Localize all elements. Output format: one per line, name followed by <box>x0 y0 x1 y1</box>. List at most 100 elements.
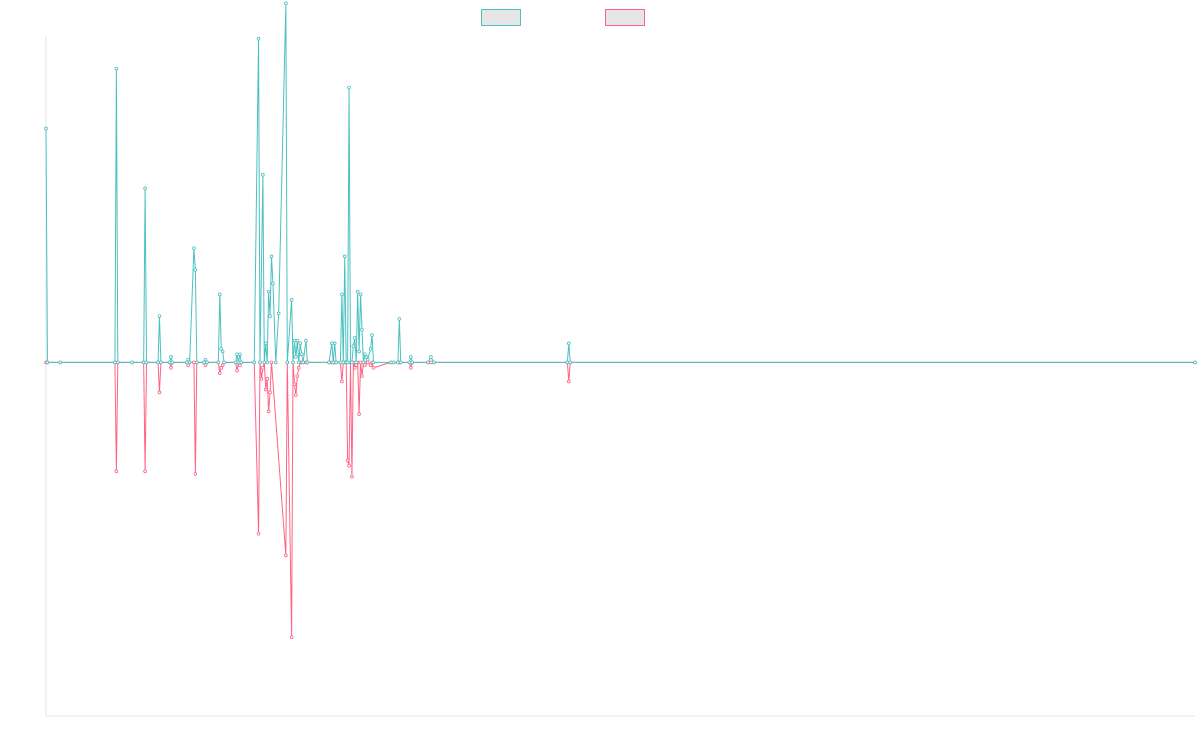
series-2-point <box>368 363 373 367</box>
series-1-point <box>186 357 190 362</box>
series-1-point <box>296 360 301 365</box>
series-2-point <box>566 379 571 384</box>
series-1-point <box>294 355 298 359</box>
series-1-point <box>340 292 344 297</box>
series-2-point <box>114 469 119 474</box>
series-1-point <box>397 317 402 321</box>
series-1-point <box>338 360 343 365</box>
series-1-point <box>347 85 351 90</box>
series-1-point <box>273 360 278 365</box>
series-1-point <box>360 327 364 332</box>
series-2-point <box>219 366 224 370</box>
series-1-point <box>45 360 50 365</box>
series-1-point <box>398 360 403 365</box>
series-1-point <box>368 346 373 351</box>
series-2-point <box>266 409 271 414</box>
series-1-point <box>334 360 338 365</box>
series-2-point <box>429 360 433 365</box>
series-1-point <box>157 314 162 318</box>
series-2-point <box>409 366 413 370</box>
series-1-point <box>261 172 265 177</box>
series-2-point <box>186 363 190 367</box>
series-2-point <box>296 366 301 370</box>
series-1-point <box>216 360 221 365</box>
series-1-point <box>298 341 303 346</box>
series-1-point <box>351 344 356 348</box>
series-2-point <box>357 412 361 416</box>
series-2-point <box>358 360 363 365</box>
series-1-point <box>431 360 436 365</box>
series-1-point <box>363 352 367 357</box>
series-1-point <box>354 360 359 365</box>
series-1-point <box>407 360 412 365</box>
series-2-point <box>292 382 297 386</box>
series-2-point <box>192 360 196 365</box>
series-1-point <box>156 360 160 365</box>
series-2-point <box>261 366 265 370</box>
series-1-point <box>192 246 196 250</box>
series-1-point <box>565 360 570 365</box>
series-1-point <box>203 357 208 362</box>
series-1-point <box>271 281 275 286</box>
series-1-point <box>409 355 413 359</box>
series-2-point <box>295 374 300 378</box>
series-1-point <box>332 341 337 346</box>
series-2-point <box>193 472 198 476</box>
series-2-point <box>269 360 274 365</box>
series-2-point <box>220 363 225 367</box>
series-2-point <box>238 363 242 367</box>
series-1-point <box>291 360 295 365</box>
series-1-point <box>113 360 117 365</box>
series-1-point <box>235 352 239 357</box>
series-1-point <box>568 360 573 365</box>
series-2-point <box>203 363 208 367</box>
series-1-point <box>143 186 147 191</box>
series-1-point <box>370 333 374 338</box>
series-1-point <box>252 360 257 365</box>
series-1-point <box>341 360 346 365</box>
series-1-point <box>167 360 172 365</box>
series-1-point <box>170 360 175 365</box>
series-1-point <box>357 349 361 354</box>
series-1-point <box>429 355 433 359</box>
series-1-point <box>239 360 244 365</box>
series-2-point <box>371 366 376 370</box>
series-1-point <box>361 360 366 365</box>
series-1-point <box>299 352 304 357</box>
series-1-point <box>350 360 354 365</box>
series-2-point <box>363 363 367 367</box>
series-1-point <box>114 66 119 71</box>
series-1-point <box>388 360 393 365</box>
series-1-point <box>304 338 308 343</box>
series-1-point <box>276 311 281 316</box>
series-2-point <box>235 368 239 373</box>
series-1-point <box>217 292 222 297</box>
series-1-point <box>391 360 396 365</box>
series-1-point <box>44 126 48 131</box>
series-1-point <box>238 352 242 357</box>
series-2-point <box>352 366 357 370</box>
series-2-point <box>268 390 272 395</box>
series-2-point <box>289 635 294 639</box>
series-1-point <box>358 292 363 297</box>
series-1-point <box>256 36 261 41</box>
series-1-point <box>330 341 334 346</box>
series-1-point <box>220 349 225 354</box>
plot-area <box>44 1 1197 639</box>
series-1-point <box>342 254 347 259</box>
series-1-point <box>222 360 226 365</box>
series-1-line <box>45 2 1195 363</box>
series-1-point <box>144 360 149 365</box>
series-1-point <box>195 360 199 365</box>
series-1-point <box>233 360 238 365</box>
series-1-point <box>219 346 224 351</box>
series-1-point <box>365 357 370 362</box>
series-1-point <box>295 338 300 343</box>
series-2-point <box>340 379 344 384</box>
series-1-point <box>289 298 294 302</box>
series-2-line <box>46 361 1195 638</box>
series-2-point <box>263 387 268 392</box>
series-2-point <box>284 553 288 558</box>
